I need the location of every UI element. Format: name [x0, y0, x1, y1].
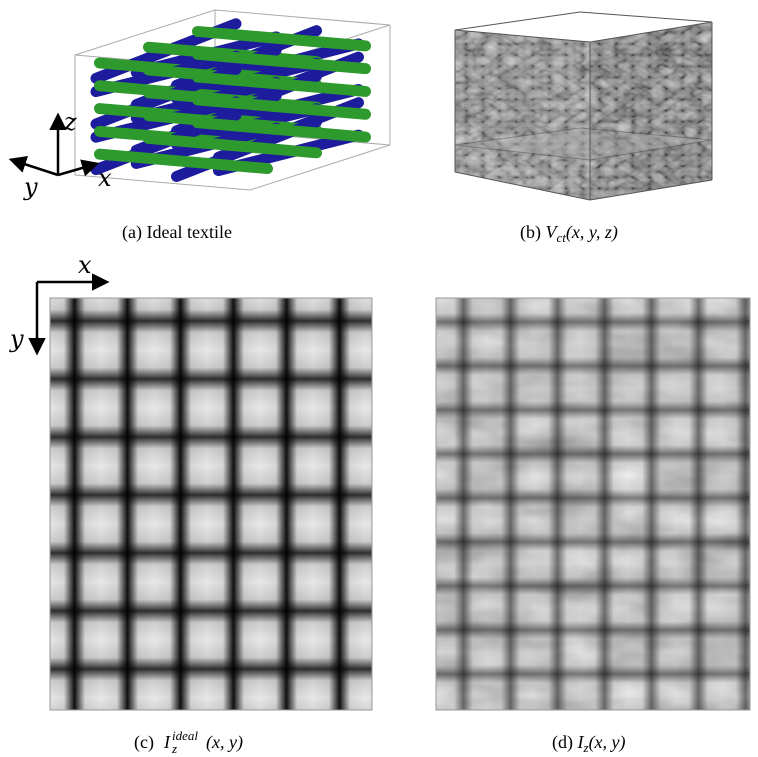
caption-label: (d): [552, 732, 573, 753]
x-arrow: [58, 164, 96, 175]
axis-label: z: [63, 108, 77, 136]
caption: (b) Vct(x, y, z): [520, 222, 618, 245]
figure: z y x (a) Ideal textile (b) Vct(x, y, z)…: [0, 0, 758, 757]
caption-label: (a): [122, 222, 142, 243]
caption-text: Ideal textile: [146, 222, 231, 242]
axis-label: x: [98, 164, 112, 192]
caption-subscript: z: [171, 741, 177, 756]
measured-intensity: [436, 298, 750, 710]
caption-subscript: ct: [557, 230, 567, 245]
caption-args: (x, y): [206, 732, 243, 753]
axis-label: y: [9, 325, 24, 353]
axes-a: [12, 116, 96, 175]
ct-volume: [455, 12, 715, 205]
axis-label: x: [78, 251, 92, 279]
caption: (a) Ideal textile: [122, 222, 232, 243]
ideal-textile: [75, 10, 390, 190]
caption-args: (x, y): [589, 732, 626, 753]
caption: (c) I ideal z (x, y): [134, 728, 243, 756]
axis-label: y: [23, 173, 38, 201]
caption-label: (b): [520, 222, 541, 243]
caption-args: (x, y, z): [566, 222, 618, 243]
warp-yarn: [198, 31, 366, 45]
caption-label: (c): [134, 732, 154, 753]
caption-symbol: I: [163, 732, 171, 752]
ideal-intensity: [50, 298, 372, 710]
caption: (d) Iz(x, y): [552, 732, 626, 755]
